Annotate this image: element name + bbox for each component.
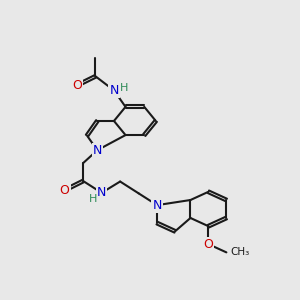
Text: O: O <box>60 184 70 197</box>
Text: O: O <box>72 79 82 92</box>
Text: H: H <box>88 194 97 204</box>
Text: N: N <box>97 186 106 199</box>
Text: H: H <box>119 83 128 93</box>
Text: N: N <box>109 84 119 97</box>
Text: O: O <box>203 238 213 251</box>
Text: CH₃: CH₃ <box>230 248 250 257</box>
Text: N: N <box>152 199 162 212</box>
Text: N: N <box>93 144 102 157</box>
